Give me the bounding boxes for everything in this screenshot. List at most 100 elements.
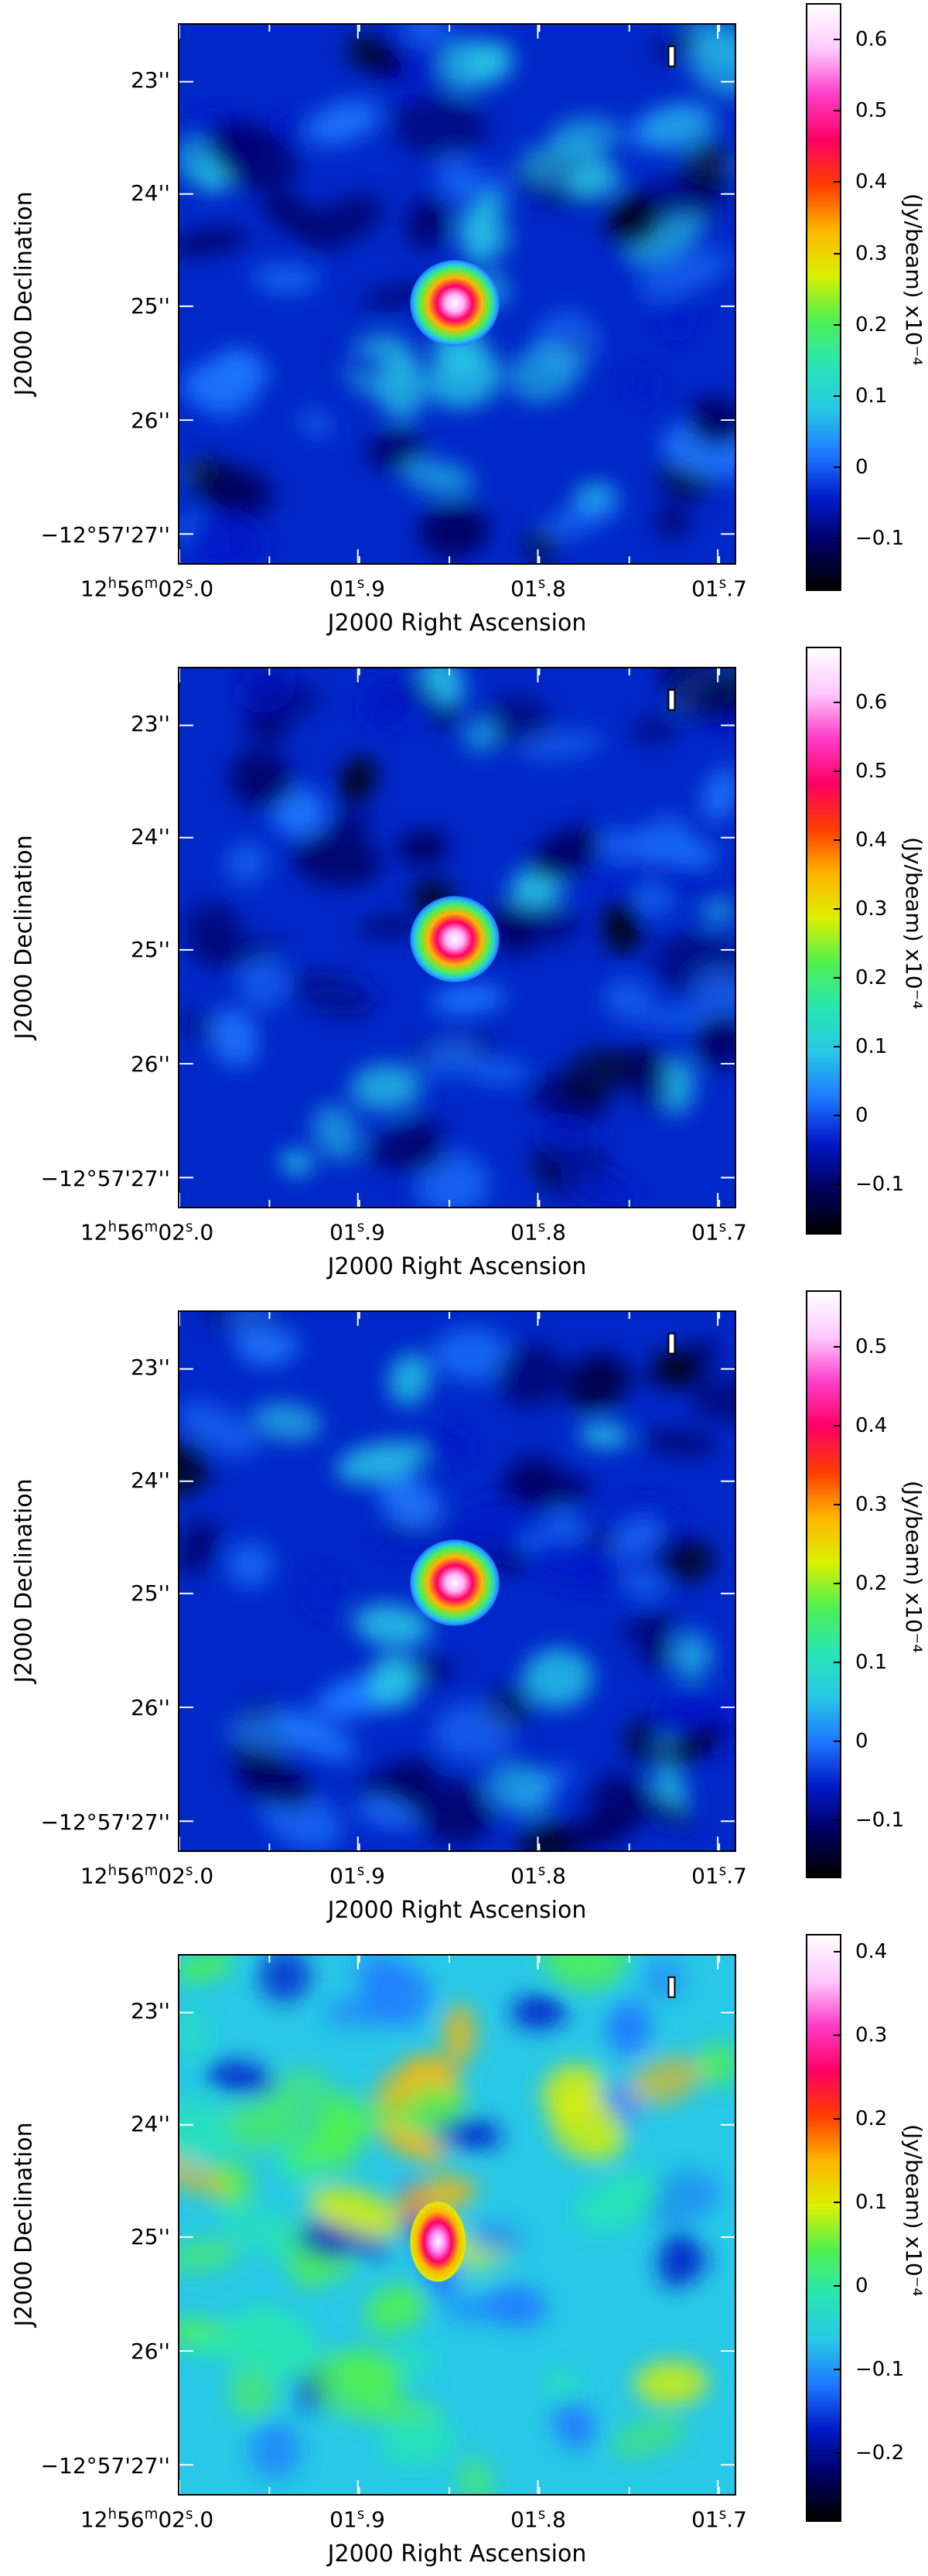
- y-axis-title: J2000 Declination: [10, 835, 38, 1040]
- colorbar-tick: [834, 2451, 841, 2454]
- colorbar-tick: [834, 39, 841, 41]
- colorbar-tick: [834, 770, 841, 773]
- colorbar-tick: [834, 395, 841, 398]
- colorbar-tick-label: 0.4: [855, 1413, 888, 1437]
- x-tick-label: 01s.7: [691, 2506, 747, 2533]
- tick-marks: [179, 668, 735, 1207]
- radio-source: [410, 260, 500, 347]
- colorbar-unit-label: (Jy/beam) x10⁻⁴: [901, 2124, 926, 2297]
- y-tick-label: 25'': [130, 1580, 170, 1606]
- colorbar-tick: [834, 466, 841, 469]
- colorbar-unit-label: (Jy/beam) x10⁻⁴: [901, 1481, 926, 1653]
- beam-marker: [667, 1976, 676, 1998]
- x-tick-label: 12h56m02s.0: [80, 1219, 214, 1245]
- colorbar-tick: [834, 2368, 841, 2370]
- colorbar-tick-label: 0.2: [855, 965, 888, 989]
- y-tick-label: 25'': [130, 2224, 170, 2250]
- colorbar-tick-label: 0.1: [855, 384, 888, 408]
- x-tick-label: 12h56m02s.0: [80, 1863, 214, 1889]
- colorbar-tick: [834, 1424, 841, 1426]
- x-tick-label: 01s.9: [329, 1219, 385, 1245]
- x-tick-label: 01s.7: [691, 576, 747, 602]
- y-tick-label: 24'': [130, 180, 170, 206]
- tick-marks: [179, 1956, 735, 2494]
- colorbar-tick-label: 0: [855, 456, 868, 480]
- colorbar-tick-label: 0.1: [855, 1034, 888, 1058]
- panel-1: 23'' 24'' 25'' 26'' −12°57'27'' 12h56m02s.0 01…: [0, 0, 928, 644]
- y-tick-label: 24'': [130, 1467, 170, 1493]
- y-tick-label: 23'': [130, 711, 170, 736]
- colorbar-tick: [834, 323, 841, 326]
- colorbar-tick-label: 0.3: [855, 1492, 888, 1516]
- radio-source: [410, 896, 500, 982]
- y-tick-label: 25'': [130, 293, 170, 319]
- colorbar-tick: [834, 1183, 841, 1185]
- colorbar-tick: [834, 839, 841, 842]
- radio-source: [410, 2202, 466, 2282]
- y-tick-label: −12°57'27'': [40, 2453, 170, 2479]
- colorbar-tick-label: −0.1: [855, 1809, 905, 1833]
- tick-marks: [179, 1312, 735, 1850]
- x-tick-label: 01s.8: [510, 1219, 566, 1245]
- panel-4: 23'' 24'' 25'' 26'' −12°57'27'' 12h56m02s.0 01…: [0, 1931, 928, 2574]
- colorbar-tick-label: 0.3: [855, 241, 888, 265]
- colorbar-tick-label: 0.6: [855, 691, 888, 715]
- colorbar-tick: [834, 2284, 841, 2287]
- x-tick-label: 01s.7: [691, 1219, 747, 1245]
- colorbar-tick-label: −0.2: [855, 2441, 905, 2465]
- y-axis-title: J2000 Declination: [10, 191, 38, 396]
- x-axis-title: J2000 Right Ascension: [327, 1253, 587, 1280]
- y-tick-label: 26'': [130, 408, 170, 433]
- colorbar-tick-label: 0.1: [855, 1651, 888, 1675]
- y-axis-title: J2000 Declination: [10, 2122, 38, 2327]
- colorbar-tick: [834, 181, 841, 183]
- y-tick-label: 23'': [130, 1998, 170, 2024]
- x-tick-label: 01s.7: [691, 1863, 747, 1889]
- colorbar-tick: [834, 702, 841, 704]
- radio-map-image: [178, 667, 736, 1208]
- colorbar-tick-label: −0.1: [855, 2357, 905, 2381]
- radio-map-image: [178, 1310, 736, 1852]
- x-axis-title: J2000 Right Ascension: [327, 610, 587, 637]
- colorbar-unit-label: (Jy/beam) x10⁻⁴: [901, 837, 926, 1010]
- panel-3: 23'' 24'' 25'' 26'' −12°57'27'' 12h56m02s.0 01…: [0, 1287, 928, 1931]
- beam-marker: [667, 688, 676, 711]
- colorbar-tick-label: 0.4: [855, 170, 888, 194]
- y-tick-label: 25'': [130, 937, 170, 962]
- colorbar-tick: [834, 1114, 841, 1116]
- colorbar-tick-label: −0.1: [855, 1172, 905, 1196]
- y-tick-label: −12°57'27'': [40, 1166, 170, 1191]
- beam-marker: [667, 45, 676, 67]
- y-tick-label: 23'': [130, 67, 170, 93]
- y-tick-label: 26'': [130, 2339, 170, 2364]
- x-axis-title: J2000 Right Ascension: [327, 1897, 587, 1924]
- colorbar-tick: [834, 1819, 841, 1822]
- colorbar-tick-label: 0.2: [855, 1572, 888, 1595]
- colorbar-tick-label: 0.3: [855, 897, 888, 921]
- colorbar-tick-label: 0.5: [855, 1334, 888, 1358]
- colorbar: [806, 647, 841, 1235]
- x-tick-label: 01s.9: [329, 2506, 385, 2533]
- colorbar-tick-label: 0.2: [855, 313, 888, 337]
- colorbar-unit-label: (Jy/beam) x10⁻⁴: [901, 193, 926, 366]
- colorbar-tick: [834, 252, 841, 255]
- colorbar-tick: [834, 907, 841, 910]
- radio-map-image: [178, 23, 736, 565]
- x-tick-label: 12h56m02s.0: [80, 2506, 214, 2533]
- colorbar-tick-label: −0.1: [855, 527, 905, 551]
- colorbar-tick-label: 0.4: [855, 1939, 888, 1963]
- colorbar: [806, 3, 841, 591]
- y-tick-label: 24'': [130, 824, 170, 849]
- colorbar: [806, 1290, 841, 1878]
- colorbar-tick: [834, 2201, 841, 2203]
- colorbar-tick: [834, 1045, 841, 1047]
- colorbar-tick: [834, 2117, 841, 2120]
- colorbar-tick-label: 0: [855, 2274, 868, 2298]
- x-tick-label: 01s.8: [510, 2506, 566, 2533]
- colorbar-tick-label: 0.4: [855, 828, 888, 852]
- y-tick-label: −12°57'27'': [40, 522, 170, 548]
- x-axis-title: J2000 Right Ascension: [327, 2540, 587, 2567]
- colorbar-tick: [834, 1503, 841, 1505]
- beam-marker: [667, 1332, 676, 1355]
- colorbar-tick: [834, 1741, 841, 1743]
